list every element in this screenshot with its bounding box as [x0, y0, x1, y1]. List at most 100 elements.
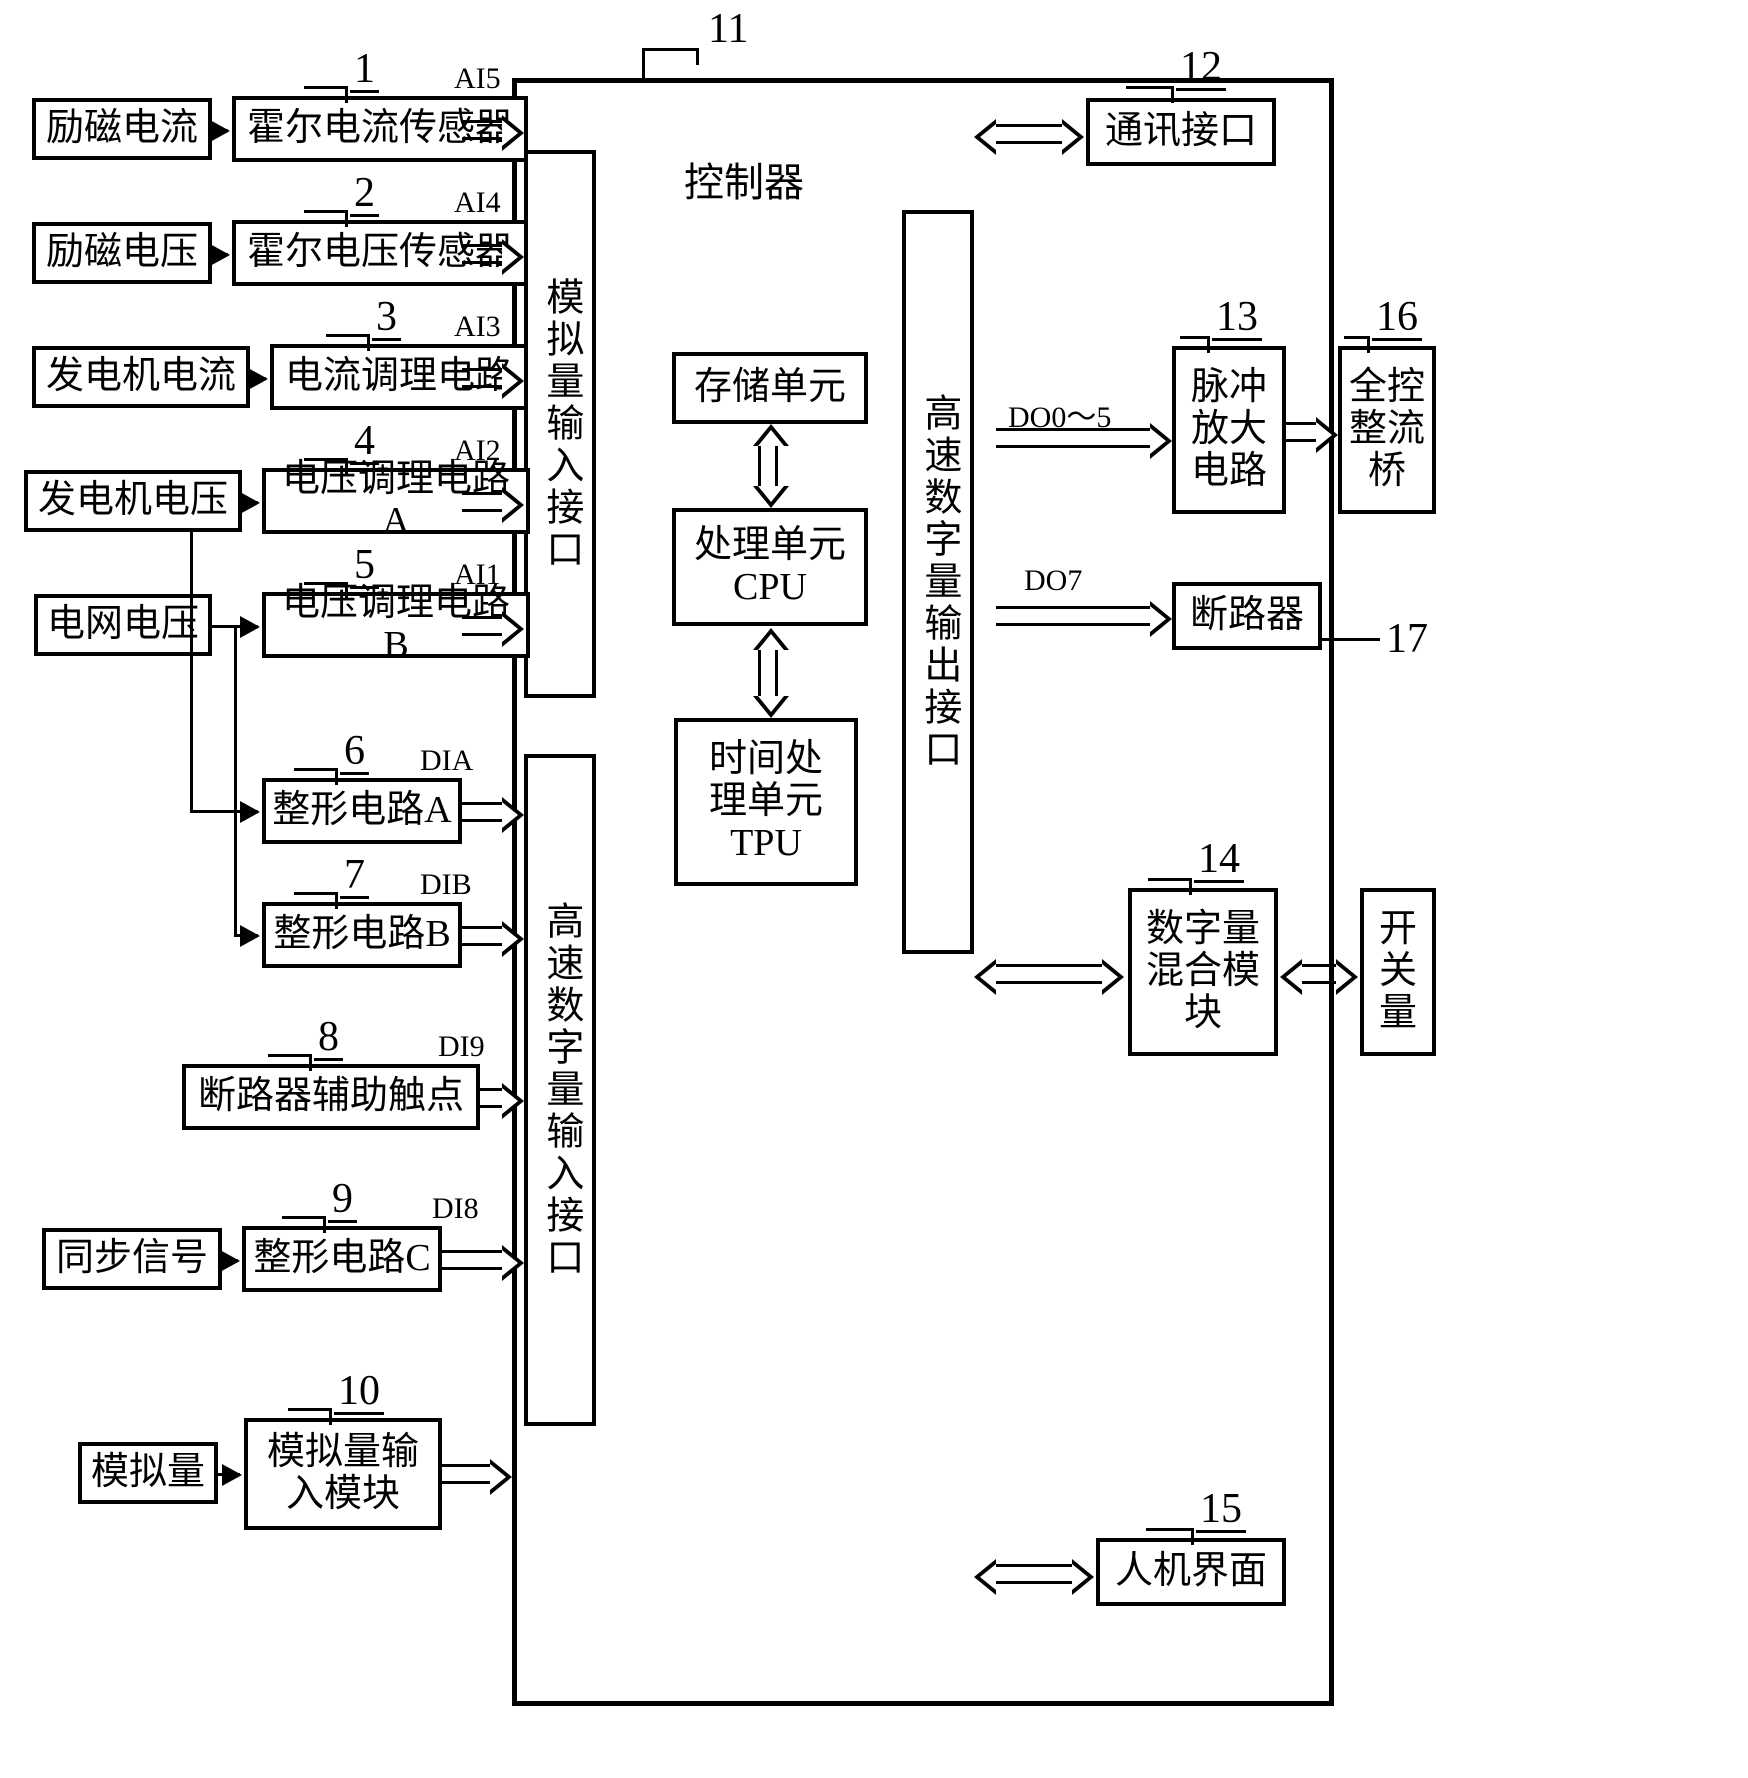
arrow-to-6 [190, 810, 258, 813]
arrow-13-16 [1286, 422, 1316, 442]
num-8: 8 [314, 1016, 343, 1061]
num-15: 15 [1196, 1488, 1246, 1533]
analog-input-interface: 模拟量输入接口 [524, 150, 596, 698]
block-16: 全控 整流 桥 [1338, 346, 1436, 514]
block-14-l1: 数字量 [1146, 909, 1260, 951]
input-gen-current-text: 发电机电流 [46, 356, 236, 398]
tpu-line2: 理单元 [709, 781, 823, 823]
arrow-14r [1302, 964, 1336, 984]
input-exc-voltage: 励磁电压 [32, 222, 212, 284]
block-10-l1: 模拟量输 [267, 1432, 419, 1474]
sig-di9: DI9 [438, 1030, 485, 1064]
block-13-l1: 脉冲 [1191, 367, 1267, 409]
arrow-3b [462, 368, 502, 388]
controller-title: 控制器 [684, 150, 804, 208]
input-exc-voltage-text: 励磁电压 [46, 232, 198, 274]
leader-16 [1344, 336, 1370, 339]
arrow-10b [442, 1464, 490, 1484]
block-10: 模拟量输 入模块 [244, 1418, 442, 1530]
block-16-l3: 桥 [1368, 451, 1406, 493]
leader-9 [282, 1216, 326, 1219]
arrow-9b [442, 1250, 502, 1270]
digital-output-interface: 高速数字量输出接口 [902, 210, 974, 954]
num-10: 10 [334, 1370, 384, 1415]
num-1: 1 [350, 48, 379, 93]
input-sync-text: 同步信号 [56, 1238, 208, 1280]
input-gen-voltage-text: 发电机电压 [38, 480, 228, 522]
branch-grid-v [234, 625, 237, 936]
sig-dib: DIB [420, 868, 472, 902]
arrow-to-7 [234, 934, 258, 937]
block-17-text: 断路器 [1190, 595, 1304, 637]
input-sync: 同步信号 [42, 1228, 222, 1290]
arrow-storage-cpu [758, 446, 778, 486]
sig-ai5: AI5 [454, 62, 501, 96]
sig-ai1: AI1 [454, 558, 501, 592]
storage-unit: 存储单元 [672, 352, 868, 424]
switch-l3: 量 [1379, 993, 1417, 1035]
num-13: 13 [1212, 296, 1262, 341]
block-10-l2: 入模块 [286, 1474, 400, 1516]
digital-input-interface: 高速数字量输入接口 [524, 754, 596, 1426]
arrow-2a [212, 253, 228, 256]
input-gen-current: 发电机电流 [32, 346, 250, 408]
digital-output-label: 高速数字量输出接口 [917, 393, 959, 771]
num-12: 12 [1176, 46, 1226, 91]
num-7: 7 [340, 854, 369, 899]
block-16-l1: 全控 [1349, 367, 1425, 409]
block-16-l2: 整流 [1349, 409, 1425, 451]
block-6-text: 整形电路A [272, 790, 451, 832]
sig-ai3: AI3 [454, 310, 501, 344]
num-14: 14 [1194, 838, 1244, 883]
arrow-4b [462, 492, 502, 512]
sig-dia: DIA [420, 744, 473, 778]
block-14: 数字量 混合模 块 [1128, 888, 1278, 1056]
leader-7 [294, 892, 338, 895]
arrow-14l [996, 964, 1102, 984]
leader-10 [288, 1408, 332, 1411]
block-8-text: 断路器辅助触点 [198, 1076, 464, 1118]
block-13-l2: 放大 [1191, 409, 1267, 451]
block-7-text: 整形电路B [273, 914, 450, 956]
arrow-1a [212, 129, 228, 132]
num-3: 3 [372, 296, 401, 341]
num-4: 4 [350, 420, 379, 465]
input-grid-voltage-text: 电网电压 [47, 604, 199, 646]
analog-input-label: 模拟量输入接口 [539, 277, 581, 571]
sig-ai2: AI2 [454, 434, 501, 468]
block-13-l3: 电路 [1191, 451, 1267, 493]
num-9: 9 [328, 1178, 357, 1223]
branch-gen-v [190, 532, 193, 812]
arrow-4a [242, 501, 258, 504]
leader-6 [294, 768, 338, 771]
block-8: 断路器辅助触点 [182, 1064, 480, 1130]
leader-3 [326, 334, 370, 337]
block-12: 通讯接口 [1086, 98, 1276, 166]
arrow-5b [462, 616, 502, 636]
switch-l1: 开 [1379, 909, 1417, 951]
leader-1 [304, 86, 348, 89]
leader-17 [1322, 638, 1380, 641]
cpu-line1: 处理单元 [694, 525, 846, 567]
num-11: 11 [704, 8, 752, 50]
num-2: 2 [350, 172, 379, 217]
diagram-canvas: 11 控制器 模拟量输入接口 高速数字量输入接口 高速数字量输出接口 存储单元 … [24, 24, 1724, 1754]
block-15-text: 人机界面 [1115, 1551, 1267, 1593]
cpu-line2: CPU [733, 567, 807, 609]
arrow-15 [996, 1564, 1072, 1584]
leader-13 [1180, 336, 1210, 339]
input-analog-text: 模拟量 [91, 1452, 205, 1494]
leader-11-tick [642, 48, 645, 78]
block-13: 脉冲 放大 电路 [1172, 346, 1286, 514]
block-switch: 开 关 量 [1360, 888, 1436, 1056]
block-14-l2: 混合模 [1146, 951, 1260, 993]
arrow-cpu-tpu [758, 650, 778, 696]
block-17: 断路器 [1172, 582, 1322, 650]
tpu-unit: 时间处 理单元 TPU [674, 718, 858, 886]
arrow-3a [250, 377, 266, 380]
num-6: 6 [340, 730, 369, 775]
sig-di8: DI8 [432, 1192, 479, 1226]
leader-5 [304, 582, 348, 585]
arrow-1b [462, 120, 502, 140]
arrow-9a [222, 1259, 238, 1262]
